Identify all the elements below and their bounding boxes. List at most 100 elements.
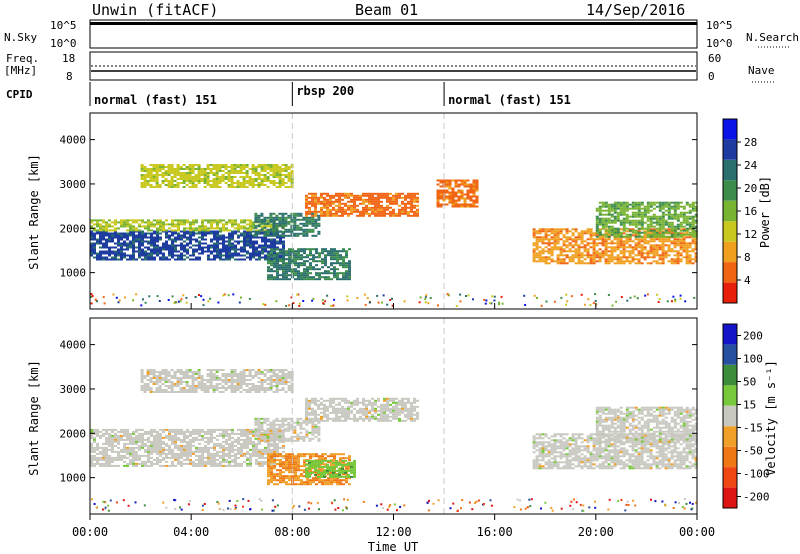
- range-cell: [260, 168, 264, 170]
- range-cell: [404, 210, 407, 213]
- range-cell: [260, 184, 264, 186]
- range-cell: [147, 229, 150, 232]
- scatter-point: [429, 297, 432, 299]
- range-cell: [640, 254, 644, 257]
- range-cell: [105, 232, 108, 235]
- range-cell: [108, 440, 111, 443]
- range-cell: [146, 389, 150, 391]
- range-cell: [336, 276, 339, 279]
- range-cell: [191, 391, 195, 393]
- scatter-point: [156, 295, 159, 298]
- range-cell: [239, 176, 243, 178]
- range-cell: [303, 250, 306, 253]
- range-cell: [586, 242, 590, 245]
- range-cell: [138, 230, 141, 233]
- range-cell: [667, 238, 671, 241]
- range-cell: [613, 248, 617, 251]
- range-cell: [153, 438, 156, 441]
- range-cell: [129, 436, 132, 439]
- range-cell: [123, 456, 126, 459]
- range-cell: [180, 246, 183, 249]
- range-cell: [197, 178, 201, 180]
- scatter-point: [566, 300, 569, 303]
- range-cell: [655, 217, 659, 220]
- range-cell: [342, 260, 345, 263]
- range-cell: [174, 458, 177, 461]
- range-cell: [604, 240, 608, 243]
- range-cell: [592, 234, 596, 237]
- range-cell: [326, 202, 329, 205]
- range-cell: [176, 371, 180, 373]
- range-cell: [350, 210, 353, 213]
- range-cell: [589, 258, 593, 261]
- range-cell: [153, 458, 156, 461]
- range-cell: [339, 262, 342, 265]
- range-cell: [207, 432, 210, 435]
- range-cell: [308, 216, 312, 219]
- range-cell: [117, 240, 120, 243]
- range-cell: [203, 168, 207, 170]
- range-cell: [395, 212, 398, 215]
- range-cell: [210, 460, 213, 463]
- range-cell: [186, 452, 189, 455]
- range-cell: [273, 440, 276, 443]
- range-cell: [297, 266, 300, 269]
- range-cell: [571, 250, 575, 253]
- range-cell: [257, 220, 261, 223]
- range-cell: [152, 176, 156, 178]
- range-cell: [182, 168, 186, 170]
- range-cell: [93, 446, 96, 449]
- range-cell: [161, 176, 165, 178]
- range-cell: [129, 462, 132, 465]
- range-cell: [284, 164, 288, 166]
- range-cell: [658, 238, 662, 241]
- range-cell: [203, 182, 207, 184]
- range-cell: [162, 225, 165, 228]
- range-cell: [312, 276, 315, 279]
- range-cell: [114, 229, 117, 232]
- range-cell: [287, 166, 291, 168]
- range-cell: [332, 214, 335, 217]
- range-cell: [204, 440, 207, 443]
- range-cell: [327, 278, 330, 281]
- range-cell: [150, 462, 153, 465]
- range-cell: [267, 244, 270, 247]
- range-cell: [203, 383, 207, 385]
- range-cell: [252, 446, 255, 449]
- scatter-point: [629, 296, 632, 299]
- range-cell: [210, 240, 213, 243]
- range-cell: [466, 205, 470, 208]
- range-cell: [267, 252, 270, 255]
- colorbar-tick-label: 24: [744, 159, 758, 172]
- range-cell: [673, 244, 677, 247]
- range-cell: [553, 246, 557, 249]
- range-cell: [171, 248, 174, 251]
- range-cell: [206, 385, 210, 387]
- range-cell: [475, 181, 479, 184]
- range-cell: [170, 383, 174, 385]
- range-cell: [111, 428, 114, 431]
- range-cell: [120, 454, 123, 457]
- range-cell: [228, 442, 231, 445]
- range-cell: [631, 205, 635, 208]
- range-cell: [215, 174, 219, 176]
- range-cell: [218, 383, 222, 385]
- range-cell: [129, 242, 132, 245]
- range-cell: [120, 448, 123, 451]
- range-cell: [246, 428, 249, 431]
- range-cell: [592, 250, 596, 253]
- range-cell: [150, 252, 153, 255]
- range-cell: [146, 383, 150, 385]
- range-cell: [607, 242, 611, 245]
- range-cell: [162, 221, 165, 224]
- range-cell: [333, 268, 336, 271]
- range-cell: [141, 240, 144, 243]
- range-cell: [592, 244, 596, 247]
- range-cell: [216, 464, 219, 467]
- range-cell: [264, 240, 267, 243]
- range-cell: [559, 246, 563, 249]
- scatter-point: [332, 304, 335, 307]
- range-cell: [138, 462, 141, 465]
- range-cell: [201, 227, 204, 230]
